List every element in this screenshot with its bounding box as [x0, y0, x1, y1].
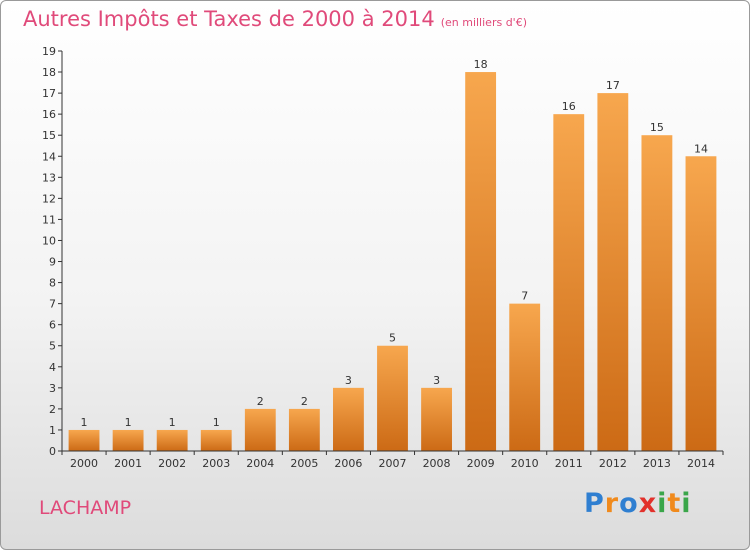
y-tick-label: 8	[49, 277, 56, 290]
bar	[200, 429, 232, 451]
y-tick-label: 13	[42, 171, 56, 184]
y-tick-label: 16	[42, 108, 56, 121]
x-tick-label: 2000	[70, 457, 98, 470]
data-label: 7	[521, 290, 528, 303]
data-label: 5	[389, 332, 396, 345]
data-label: 3	[345, 374, 352, 387]
bar	[553, 114, 585, 451]
x-tick-label: 2003	[202, 457, 230, 470]
bar	[509, 303, 541, 451]
y-tick-label: 6	[49, 319, 56, 332]
commune-name: LACHAMP	[39, 497, 132, 519]
data-label: 1	[169, 416, 176, 429]
bar	[465, 72, 497, 451]
x-tick-label: 2010	[511, 457, 539, 470]
chart-title-text: Autres Impôts et Taxes de 2000 à 2014	[23, 7, 435, 31]
y-tick-label: 10	[42, 234, 56, 247]
y-tick-label: 3	[49, 382, 56, 395]
x-tick-label: 2014	[687, 457, 715, 470]
data-label: 1	[81, 416, 88, 429]
logo-letter: r	[604, 488, 620, 519]
y-tick-label: 14	[42, 150, 56, 163]
x-tick-label: 2001	[114, 457, 142, 470]
bar	[377, 345, 408, 451]
y-tick-label: 11	[42, 213, 56, 226]
bar	[685, 156, 717, 451]
y-tick-label: 4	[49, 361, 56, 374]
data-label: 16	[562, 100, 576, 113]
x-tick-label: 2012	[599, 457, 627, 470]
y-tick-label: 18	[42, 66, 56, 79]
y-tick-label: 9	[49, 256, 56, 269]
logo-letter: o	[619, 488, 639, 519]
bar	[112, 429, 144, 451]
bar	[288, 408, 320, 451]
data-label: 1	[213, 416, 220, 429]
x-tick-label: 2005	[290, 457, 318, 470]
data-label: 14	[694, 142, 708, 155]
x-tick-label: 2004	[246, 457, 274, 470]
x-tick-label: 2011	[555, 457, 583, 470]
bar	[244, 408, 276, 451]
proxiti-logo: Proxiti	[584, 488, 692, 519]
chart-title: Autres Impôts et Taxes de 2000 à 2014 (en…	[23, 7, 527, 31]
y-tick-label: 0	[49, 445, 56, 458]
x-tick-label: 2002	[158, 457, 186, 470]
bar	[421, 387, 452, 451]
data-label: 17	[606, 79, 620, 92]
x-tick-label: 2009	[467, 457, 495, 470]
chart-subtitle: (en milliers d'€)	[440, 16, 527, 29]
data-label: 3	[433, 374, 440, 387]
bar	[156, 429, 188, 451]
y-tick-label: 2	[49, 403, 56, 416]
bar	[641, 135, 673, 452]
data-label: 2	[257, 395, 264, 408]
data-label: 15	[650, 121, 664, 134]
x-tick-label: 2008	[423, 457, 451, 470]
logo-letter: P	[584, 488, 605, 519]
x-tick-label: 2013	[643, 457, 671, 470]
y-tick-label: 19	[42, 45, 56, 58]
data-label: 18	[474, 58, 488, 71]
data-label: 2	[301, 395, 308, 408]
x-tick-label: 2007	[379, 457, 407, 470]
y-tick-label: 12	[42, 192, 56, 205]
logo-letter: x	[638, 488, 658, 519]
data-label: 1	[125, 416, 132, 429]
y-tick-label: 7	[49, 298, 56, 311]
bar	[68, 429, 100, 451]
logo-letter: i	[657, 488, 668, 519]
y-tick-label: 17	[42, 87, 56, 100]
y-tick-label: 1	[49, 424, 56, 437]
y-tick-label: 5	[49, 340, 56, 353]
bar	[597, 93, 629, 452]
bar	[333, 387, 364, 451]
logo-letter: i	[681, 488, 692, 519]
x-tick-label: 2006	[334, 457, 362, 470]
logo-letter: t	[667, 488, 682, 519]
y-tick-label: 15	[42, 129, 56, 142]
